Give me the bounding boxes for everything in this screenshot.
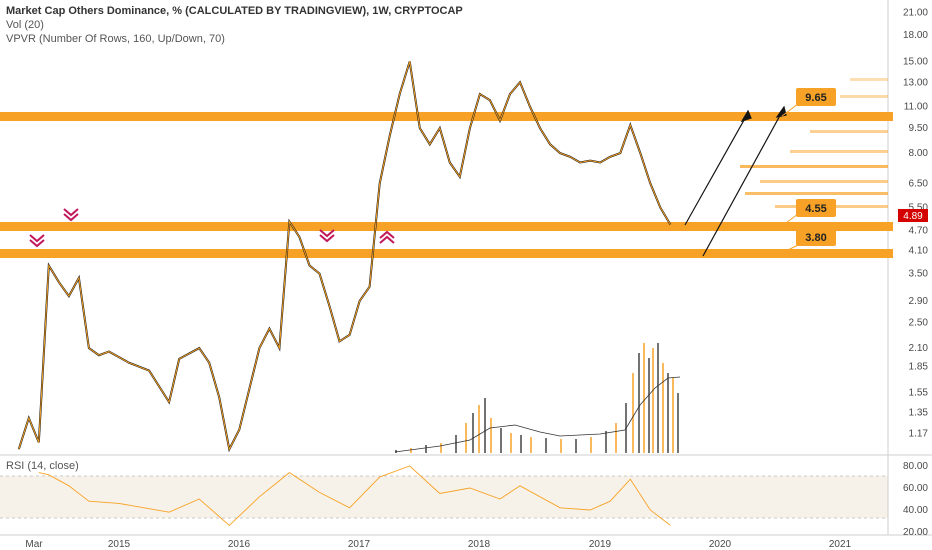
volume-bars xyxy=(395,343,679,453)
rsi-tick-label: 80.00 xyxy=(903,461,928,472)
x-tick-label: Mar xyxy=(25,539,43,550)
vpvr-legend[interactable]: VPVR (Number Of Rows, 160, Up/Down, 70) xyxy=(6,33,225,45)
y-tick-label: 4.10 xyxy=(909,246,929,257)
chart-title: Market Cap Others Dominance, % (CALCULAT… xyxy=(6,5,463,17)
rsi-tick-label: 40.00 xyxy=(903,505,928,516)
x-tick-label: 2019 xyxy=(589,539,612,550)
y-tick-label: 3.50 xyxy=(909,269,929,280)
rsi-axis[interactable]: 80.00 60.00 40.00 20.00 xyxy=(903,461,928,538)
rsi-legend[interactable]: RSI (14, close) xyxy=(6,460,79,472)
y-tick-label: 21.00 xyxy=(903,7,928,18)
rsi-tick-label: 20.00 xyxy=(903,527,928,538)
y-tick-label: 2.50 xyxy=(909,318,929,329)
y-tick-label: 1.55 xyxy=(909,387,929,398)
rsi-tick-label: 60.00 xyxy=(903,483,928,494)
svg-text:3.80: 3.80 xyxy=(805,232,826,244)
y-tick-label: 6.50 xyxy=(909,178,929,189)
x-tick-label: 2021 xyxy=(829,539,852,550)
y-tick-label: 9.50 xyxy=(909,123,929,134)
y-tick-label: 1.85 xyxy=(909,362,929,373)
x-tick-label: 2018 xyxy=(468,539,491,550)
x-tick-label: 2016 xyxy=(228,539,251,550)
last-price-tag: 4.89 xyxy=(898,209,928,222)
level-band-4.55 xyxy=(0,222,893,231)
svg-text:9.65: 9.65 xyxy=(805,92,826,104)
x-tick-label: 2017 xyxy=(348,539,371,550)
svg-text:4.55: 4.55 xyxy=(805,203,826,215)
price-axis[interactable]: 21.00 18.00 15.00 13.00 11.00 9.50 8.00 6.50 5.5… xyxy=(903,7,928,439)
y-tick-label: 2.10 xyxy=(909,343,929,354)
vol-legend[interactable]: Vol (20) xyxy=(6,19,44,31)
y-tick-label: 4.70 xyxy=(909,226,929,237)
y-tick-label: 2.90 xyxy=(909,296,929,307)
y-tick-label: 1.17 xyxy=(909,428,929,439)
down-chevron-icon xyxy=(63,208,79,222)
level-band-9.65 xyxy=(0,112,893,121)
svg-text:4.89: 4.89 xyxy=(903,211,923,222)
rsi-band xyxy=(0,476,888,518)
y-tick-label: 1.35 xyxy=(909,408,929,419)
down-chevron-icon xyxy=(29,234,45,248)
y-tick-label: 8.00 xyxy=(909,148,929,159)
y-tick-label: 5.50 xyxy=(909,203,929,214)
volume-ma xyxy=(394,376,681,453)
chart-legend: Market Cap Others Dominance, % (CALCULAT… xyxy=(6,4,463,46)
level-label-3.80: 3.80 xyxy=(781,228,836,254)
x-tick-label: 2020 xyxy=(709,539,732,550)
level-label-4.55: 4.55 xyxy=(781,199,836,227)
level-band-3.80 xyxy=(0,249,893,258)
up-chevron-icon xyxy=(379,230,395,244)
rsi-series xyxy=(38,465,671,527)
down-chevron-icon xyxy=(319,229,335,243)
level-label-9.65: 9.65 xyxy=(781,88,836,117)
y-tick-label: 11.00 xyxy=(904,102,929,113)
y-tick-label: 15.00 xyxy=(903,56,928,67)
x-tick-label: 2015 xyxy=(108,539,131,550)
price-series-up xyxy=(18,61,671,451)
y-tick-label: 18.00 xyxy=(903,30,928,41)
time-axis[interactable]: Mar 2015 2016 2017 2018 2019 2020 2021 xyxy=(25,539,851,550)
y-tick-label: 13.00 xyxy=(903,77,928,88)
